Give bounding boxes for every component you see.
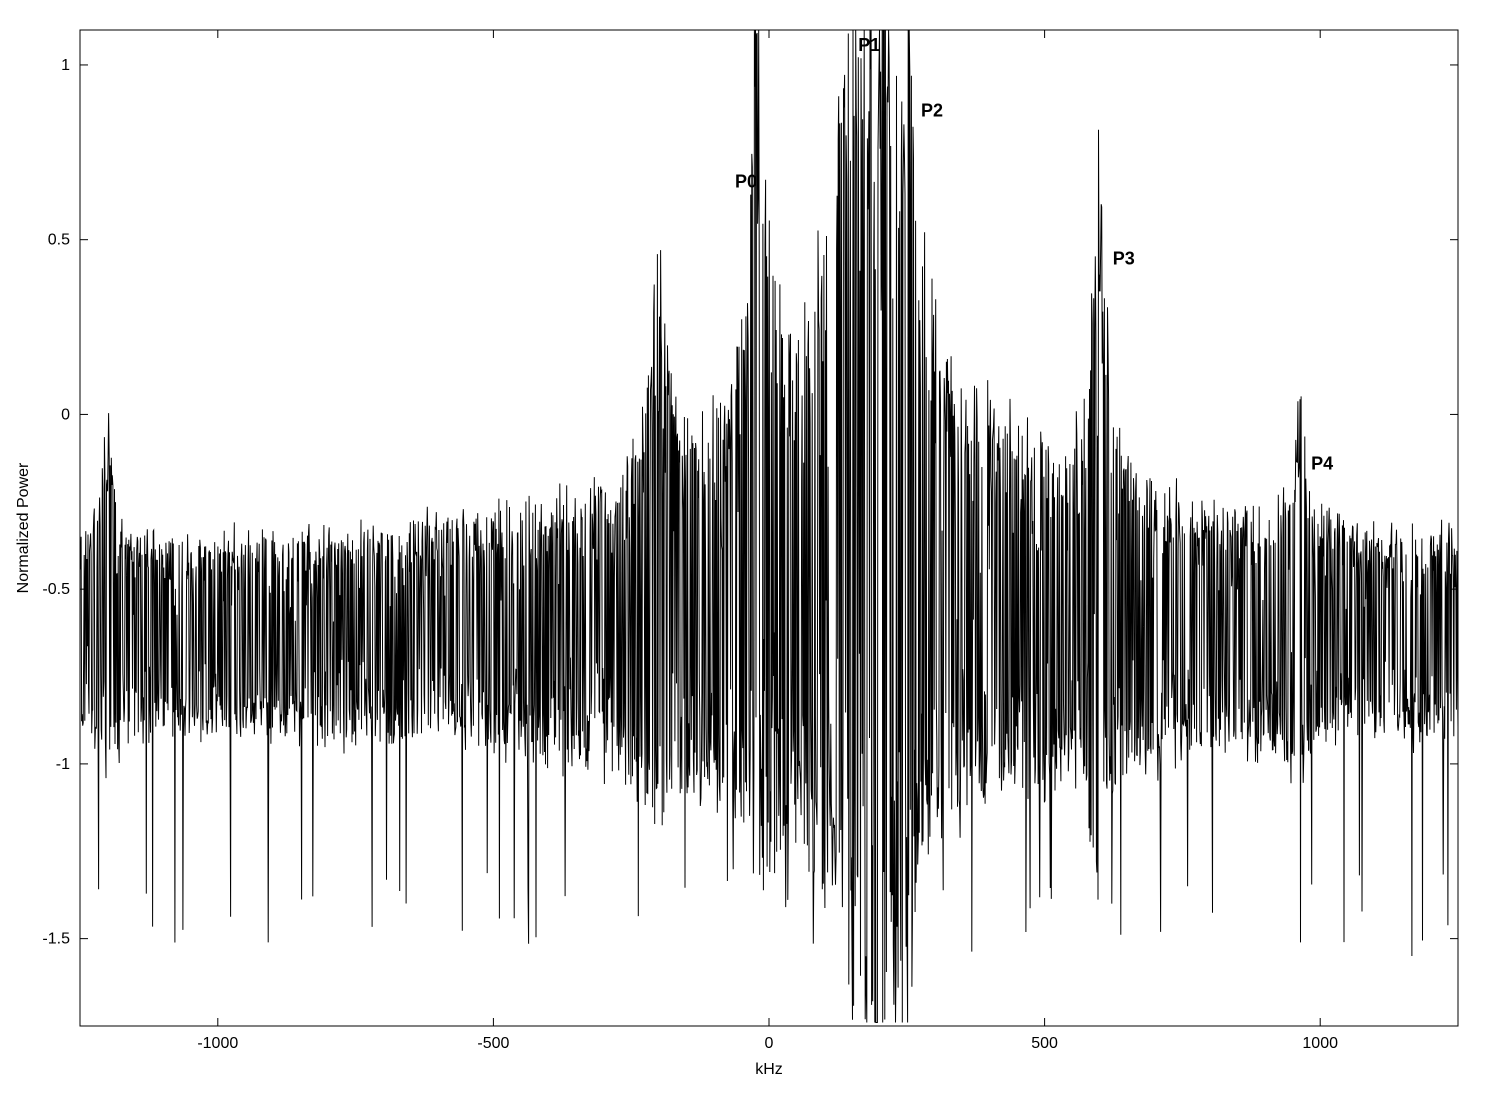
y-tick-label: 1 xyxy=(61,57,70,74)
peak-label-p0: P0 xyxy=(735,172,757,192)
y-tick-label: 0 xyxy=(61,406,70,423)
x-tick-label: 0 xyxy=(765,1035,774,1052)
y-axis-label: Normalized Power xyxy=(15,462,32,593)
x-axis-label: kHz xyxy=(755,1061,783,1078)
x-tick-label: -500 xyxy=(477,1035,509,1052)
chart-canvas: -1000 -500 0 500 1000 -1.5 -1 -0.5 0 0.5 1 kHz Norma… xyxy=(0,0,1488,1096)
y-tick-label: -1.5 xyxy=(42,931,70,948)
peak-label-p3: P3 xyxy=(1113,249,1135,269)
x-tick-label: -1000 xyxy=(197,1035,238,1052)
x-tick-label: 500 xyxy=(1031,1035,1058,1052)
y-tick-label: 0.5 xyxy=(48,232,70,249)
y-tick-label: -1 xyxy=(56,756,70,773)
y-tick-label: -0.5 xyxy=(42,581,70,598)
peak-label-p4: P4 xyxy=(1311,453,1333,473)
peak-label-p1: P1 xyxy=(858,35,880,55)
x-tick-label: 1000 xyxy=(1302,1035,1338,1052)
spectrum-chart: -1000 -500 0 500 1000 -1.5 -1 -0.5 0 0.5 1 kHz Norma… xyxy=(0,0,1488,1096)
peak-label-p2: P2 xyxy=(921,100,943,120)
